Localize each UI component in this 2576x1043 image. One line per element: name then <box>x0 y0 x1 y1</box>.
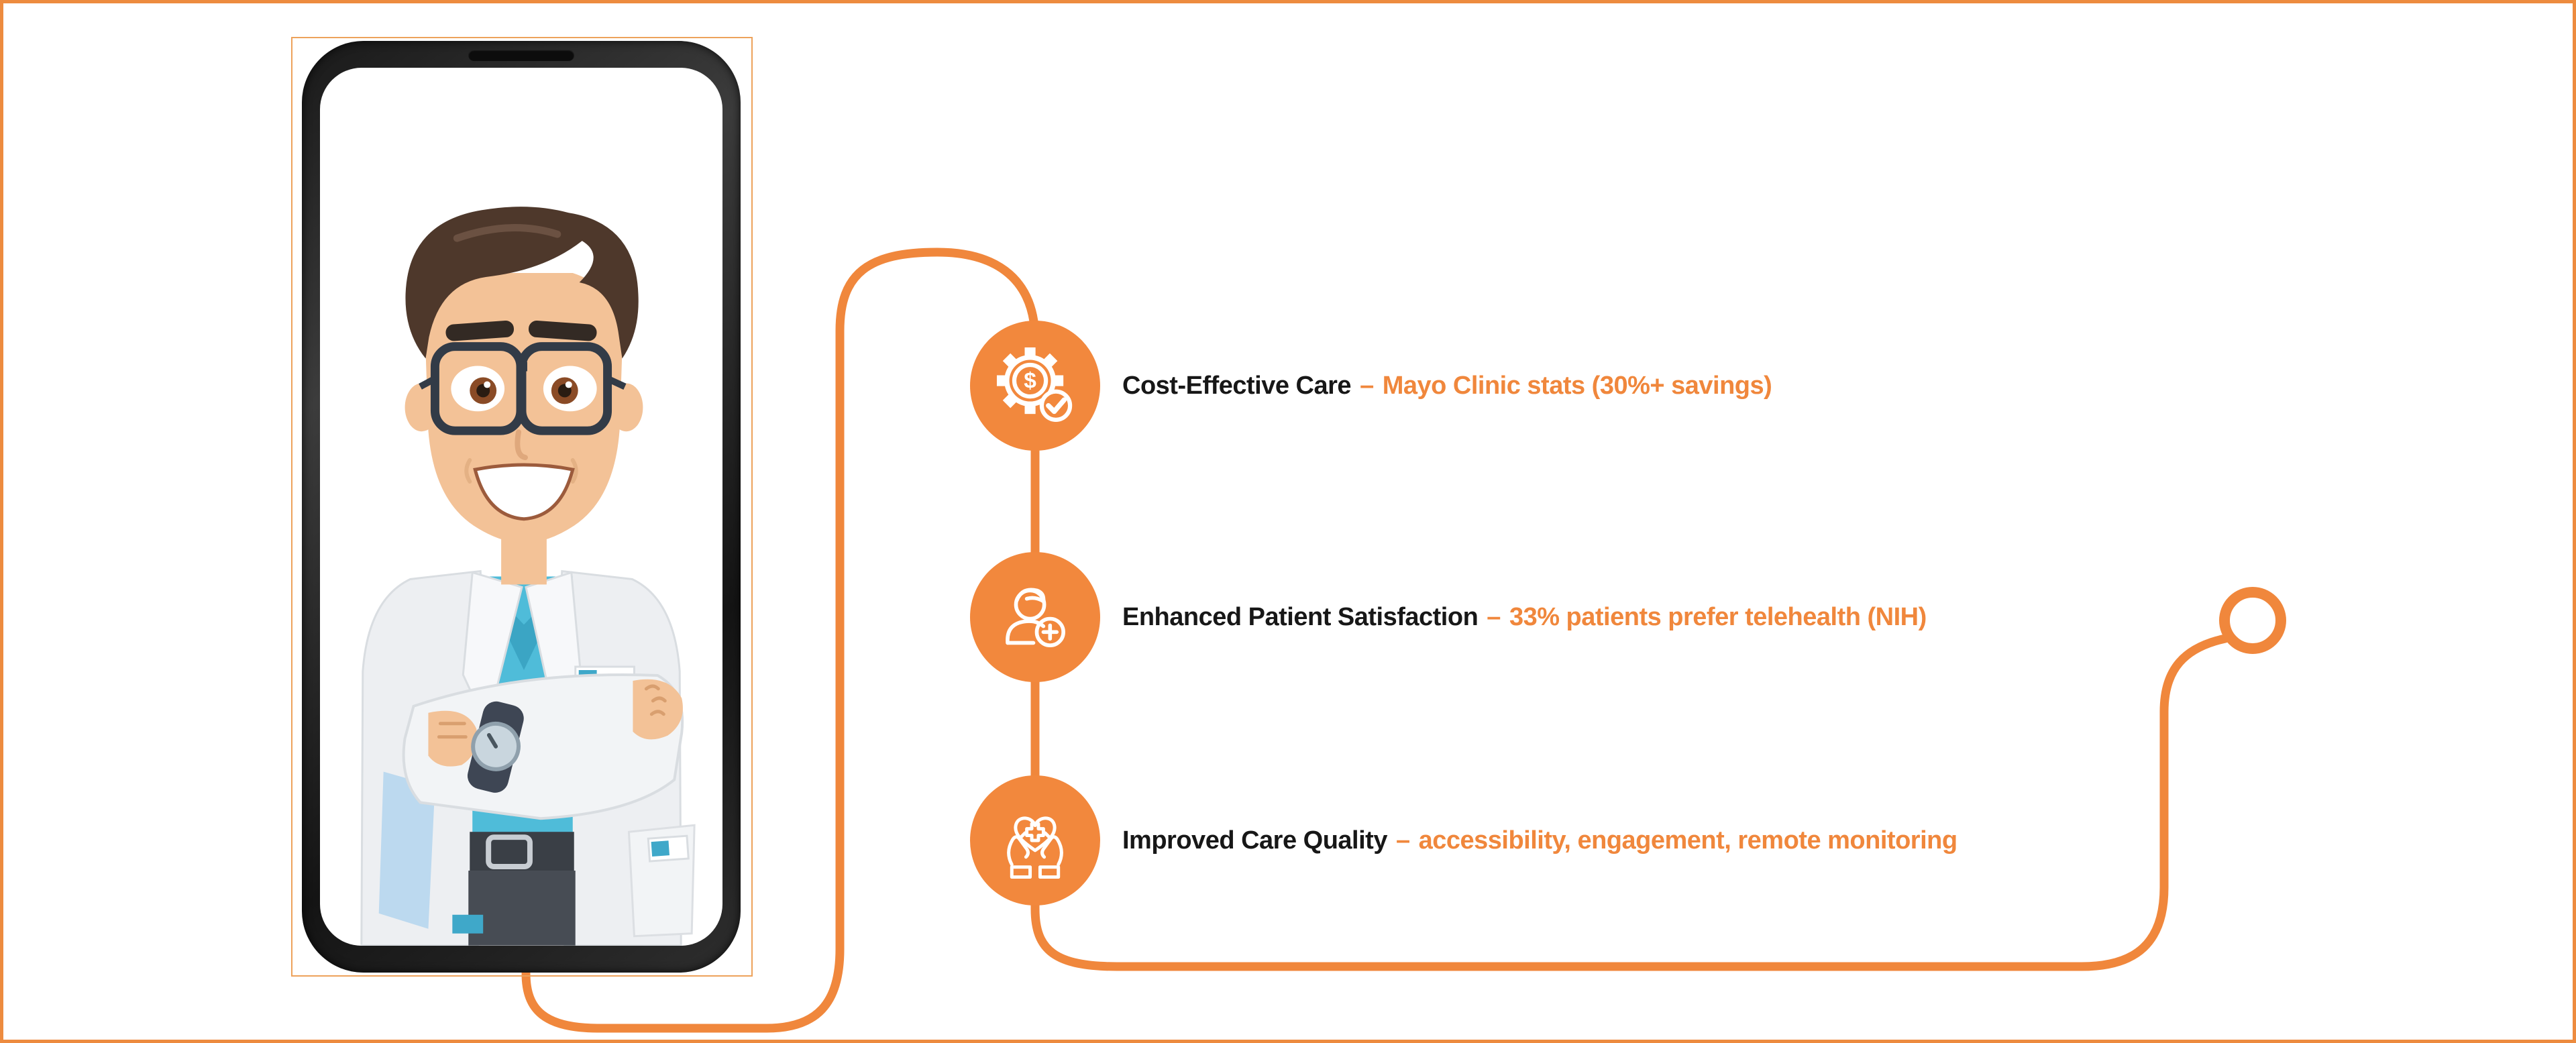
hands-holding-medical-heart-icon <box>1007 816 1063 879</box>
benefit-separator: – <box>1395 826 1410 855</box>
benefit-node-satisfaction <box>970 552 1100 682</box>
benefit-title: Cost-Effective Care <box>1122 371 1352 400</box>
phone-image-bounds <box>291 37 753 977</box>
phone-speaker-notch <box>468 50 574 61</box>
benefit-node-quality <box>970 775 1100 905</box>
benefit-separator: – <box>1487 602 1501 631</box>
benefit-row-cost: Cost-Effective Care – Mayo Clinic stats … <box>1122 363 1772 408</box>
terminal-ring <box>2219 587 2286 654</box>
benefit-title: Enhanced Patient Satisfaction <box>1122 602 1479 631</box>
benefit-detail: 33% patients prefer telehealth (NIH) <box>1509 602 1927 631</box>
phone-mockup <box>302 41 741 973</box>
connector-node3-to-ring <box>1030 634 2230 971</box>
phone-screen <box>320 68 722 946</box>
gear-dollar-check-icon: $ <box>996 347 1073 422</box>
dollar-symbol: $ <box>1024 369 1036 394</box>
connector-phone-to-node1 <box>521 248 1038 1033</box>
benefit-title: Improved Care Quality <box>1122 826 1387 855</box>
doctor-illustration <box>360 207 696 946</box>
benefit-detail: Mayo Clinic stats (30%+ savings) <box>1382 371 1772 400</box>
benefit-row-quality: Improved Care Quality – accessibility, e… <box>1122 818 1957 863</box>
benefit-node-cost: $ <box>970 321 1100 451</box>
benefit-row-satisfaction: Enhanced Patient Satisfaction – 33% pati… <box>1122 594 1927 640</box>
patient-add-icon <box>1006 588 1065 647</box>
connector-flow-lines <box>521 248 2286 1033</box>
benefit-detail: accessibility, engagement, remote monito… <box>1418 826 1957 855</box>
benefit-separator: – <box>1360 371 1374 400</box>
